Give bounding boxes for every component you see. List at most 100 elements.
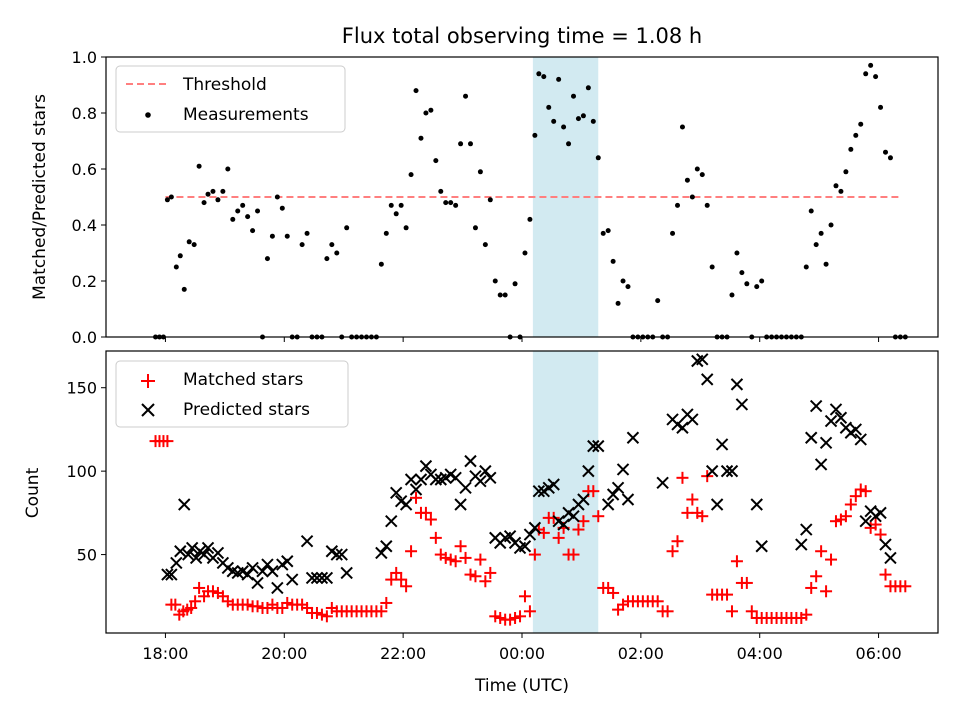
predicted-star-point <box>523 528 537 541</box>
measurement-point <box>536 71 542 77</box>
predicted-star-point <box>178 498 191 511</box>
axes-frame <box>105 350 939 634</box>
measurement-point <box>600 230 606 236</box>
top-legend: Threshold Measurements <box>115 65 346 133</box>
matched-star-point <box>449 555 462 568</box>
x-tick-label: 02:00 <box>618 644 664 663</box>
measurement-point <box>324 256 330 262</box>
predicted-star-point <box>251 576 264 590</box>
predicted-star-point <box>686 413 699 426</box>
predicted-star-point <box>211 546 225 560</box>
measurement-point <box>512 281 518 287</box>
matched-star-point <box>189 595 202 608</box>
threshold-legend-label: Threshold <box>182 75 267 95</box>
measurement-point <box>818 230 824 236</box>
measurement-point <box>205 191 211 197</box>
measurement-point <box>245 214 251 220</box>
predicted-star-point <box>715 438 729 451</box>
measurement-point <box>580 113 586 119</box>
measurement-point <box>527 216 533 222</box>
predicted-star-point <box>532 484 546 498</box>
chart-title: Flux total observing time = 1.08 h <box>342 24 702 48</box>
predicted-star-point <box>824 414 838 428</box>
matched-star-point <box>474 553 487 566</box>
matched-star-point <box>193 581 206 594</box>
measurement-point <box>438 188 444 194</box>
measurement-point <box>186 239 192 245</box>
measurement-point <box>863 71 869 77</box>
measurement-point <box>610 258 616 264</box>
measurement-point <box>615 300 621 306</box>
matched-star-point <box>514 610 527 623</box>
measurement-point <box>561 124 567 130</box>
measurement-point <box>334 250 340 256</box>
measurement-point <box>684 177 690 183</box>
predicted-star-point <box>197 548 211 561</box>
predicted-legend-label: Predicted stars <box>183 400 310 420</box>
predicted-star-point <box>819 436 833 449</box>
x-tick-label: 18:00 <box>142 644 188 663</box>
measurement-point <box>329 242 335 248</box>
matched-legend-swatch <box>141 374 155 388</box>
measurement-point <box>264 256 270 262</box>
measurement-point <box>813 242 819 248</box>
measurements-legend-swatch <box>145 112 151 118</box>
matched-star-point <box>800 608 813 621</box>
measurement-point <box>284 233 290 239</box>
measurement-point <box>883 149 889 155</box>
measurement-point <box>497 292 503 298</box>
predicted-star-point <box>300 535 314 548</box>
predicted-star-point <box>656 476 669 490</box>
matched-star-point <box>547 511 560 524</box>
x-tick-label: 06:00 <box>856 644 902 663</box>
matched-star-point <box>730 555 743 568</box>
measurement-point <box>575 116 581 122</box>
matched-star-point <box>405 545 418 558</box>
predicted-star-point <box>464 454 477 468</box>
matched-star-point <box>899 580 912 593</box>
measurement-point <box>173 264 179 270</box>
measurement-point <box>699 172 705 178</box>
predicted-legend-swatch <box>141 403 155 417</box>
measurement-point <box>729 292 735 298</box>
measurement-point <box>620 278 626 284</box>
matched-star-point <box>676 471 689 484</box>
y-tick-label: 0.6 <box>72 160 97 179</box>
measurement-point <box>220 188 226 194</box>
predicted-star-point <box>606 488 620 501</box>
measurement-point <box>433 158 439 164</box>
measurement-point <box>808 208 814 214</box>
matched-star-point <box>587 485 600 498</box>
predicted-star-point <box>750 498 763 511</box>
predicted-star-point <box>170 556 183 570</box>
measurement-point <box>304 230 310 236</box>
measurement-point <box>551 118 557 124</box>
predicted-star-point <box>185 541 199 555</box>
predicted-star-point <box>409 483 423 496</box>
measurement-point <box>408 172 414 178</box>
matched-star-point <box>375 605 388 618</box>
matched-star-point <box>395 573 408 586</box>
measurement-point <box>472 225 478 231</box>
measurement-point <box>482 242 488 248</box>
measurement-point <box>274 194 280 200</box>
predicted-star-point <box>390 486 403 500</box>
y-tick-label: 100 <box>66 462 97 481</box>
predicted-star-point <box>459 481 472 495</box>
matched-star-point <box>849 490 862 503</box>
predicted-star-point <box>528 521 542 535</box>
predicted-star-point <box>601 498 615 511</box>
matched-star-point <box>469 570 482 583</box>
y-tick-label: 0.2 <box>72 272 97 291</box>
measurement-point <box>670 230 676 236</box>
measurement-point <box>739 270 745 276</box>
measurement-point <box>235 208 241 214</box>
predicted-star-point <box>809 399 823 413</box>
matched-star-point <box>523 605 536 618</box>
matched-star-point <box>740 576 753 589</box>
measurement-point <box>443 200 449 206</box>
measurement-point <box>694 166 700 172</box>
measurement-point <box>458 141 464 147</box>
predicted-star-point <box>735 398 749 411</box>
matched-star-point <box>161 435 174 448</box>
